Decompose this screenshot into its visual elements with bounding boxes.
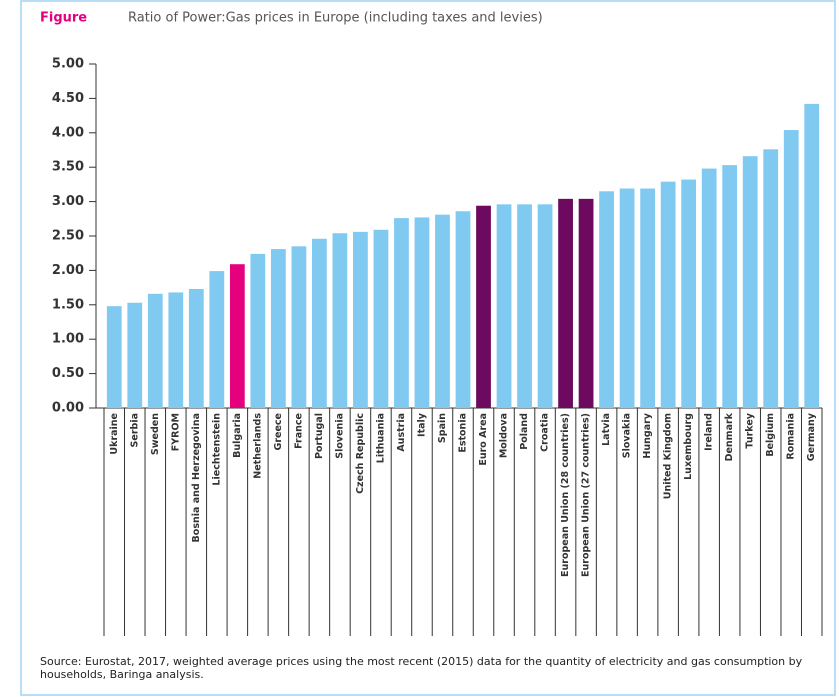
bar <box>517 204 532 408</box>
x-tick-label: Germany <box>806 412 817 461</box>
x-tick-label: Bosnia and Herzegovina <box>191 413 202 542</box>
bar <box>783 130 799 408</box>
bar <box>619 188 635 408</box>
bar <box>558 198 573 408</box>
bar <box>599 191 614 408</box>
x-tick-label: Croatia <box>540 413 551 452</box>
x-tick-label: Denmark <box>724 412 735 461</box>
x-tick-label: Greece <box>273 413 284 450</box>
x-tick-label: Estonia <box>458 413 469 453</box>
bar <box>660 181 676 408</box>
x-tick-label: France <box>293 413 304 449</box>
y-tick-label: 1.50 <box>52 297 84 312</box>
x-tick-label: Portugal <box>314 413 325 459</box>
source-note: Source: Eurostat, 2017, weighted average… <box>40 655 803 681</box>
x-tick-label: Euro Area <box>478 413 489 466</box>
x-tick-label: United Kingdom <box>663 413 674 499</box>
bar <box>414 217 430 408</box>
bar <box>701 168 717 408</box>
y-tick-label: 4.00 <box>52 125 84 140</box>
x-tick-label: Ireland <box>704 413 715 451</box>
x-tick-label: Slovenia <box>334 413 345 459</box>
y-tick-label: 0.00 <box>52 401 84 416</box>
bar <box>270 249 286 408</box>
x-tick-label: Sweden <box>150 413 161 455</box>
bar <box>209 271 225 408</box>
bar <box>373 229 389 408</box>
bar <box>127 302 143 408</box>
bar <box>742 156 758 408</box>
x-tick-label: FYROM <box>170 413 181 451</box>
x-tick-label: Austria <box>396 413 407 452</box>
y-tick-label: 0.50 <box>52 366 84 381</box>
x-tick-label: European Union (28 countries) <box>560 413 571 577</box>
chart-title: Ratio of Power:Gas prices in Europe (inc… <box>128 11 543 26</box>
bar <box>332 233 348 408</box>
bar <box>229 264 245 408</box>
bar <box>353 231 368 408</box>
bar <box>804 103 820 409</box>
bar <box>722 165 738 408</box>
x-tick-label: Belgium <box>765 413 776 457</box>
x-tick-label: Lithuania <box>375 413 386 463</box>
bar <box>312 238 327 408</box>
bar <box>168 292 184 408</box>
figure-label: Figure <box>40 11 87 26</box>
x-tick-label: Slovakia <box>622 413 633 458</box>
bar <box>537 204 553 408</box>
y-tick-label: 5.00 <box>52 57 84 72</box>
x-tick-label: Moldova <box>499 413 510 458</box>
x-tick-label: Spain <box>437 413 448 443</box>
bar <box>188 288 204 408</box>
y-tick-label: 2.00 <box>52 263 84 278</box>
x-tick-label: Italy <box>416 412 427 437</box>
bar <box>578 198 594 408</box>
x-tick-label: Turkey <box>745 412 756 448</box>
y-tick-label: 2.50 <box>52 229 84 244</box>
x-tick-label: Ukraine <box>109 413 120 455</box>
x-tick-label: Latvia <box>601 413 612 446</box>
y-tick-label: 3.00 <box>52 194 84 209</box>
bar <box>147 293 163 408</box>
bar <box>763 149 779 408</box>
x-tick-label: Hungary <box>642 412 653 458</box>
x-tick-label: Luxembourg <box>683 413 694 480</box>
bar <box>435 214 450 408</box>
y-tick-label: 4.50 <box>52 91 84 106</box>
bar <box>394 218 409 408</box>
x-tick-label: Poland <box>519 413 530 450</box>
x-tick-label: Serbia <box>129 413 140 447</box>
x-tick-label: Czech Republic <box>355 413 366 494</box>
bar <box>250 253 266 408</box>
x-tick-label: Liechtenstein <box>211 413 222 486</box>
bar <box>291 246 307 408</box>
bar <box>455 211 471 408</box>
bar <box>640 188 656 408</box>
x-tick-label: Bulgaria <box>232 413 243 458</box>
y-tick-label: 1.00 <box>52 332 84 347</box>
bar <box>496 204 512 408</box>
frame <box>20 0 836 696</box>
y-tick-label: 3.50 <box>52 160 84 175</box>
bar <box>106 306 122 408</box>
x-tick-label: European Union (27 countries) <box>581 413 592 577</box>
x-tick-label: Netherlands <box>252 413 263 479</box>
bar <box>681 179 697 408</box>
bar <box>476 205 491 408</box>
x-tick-label: Romania <box>786 413 797 460</box>
